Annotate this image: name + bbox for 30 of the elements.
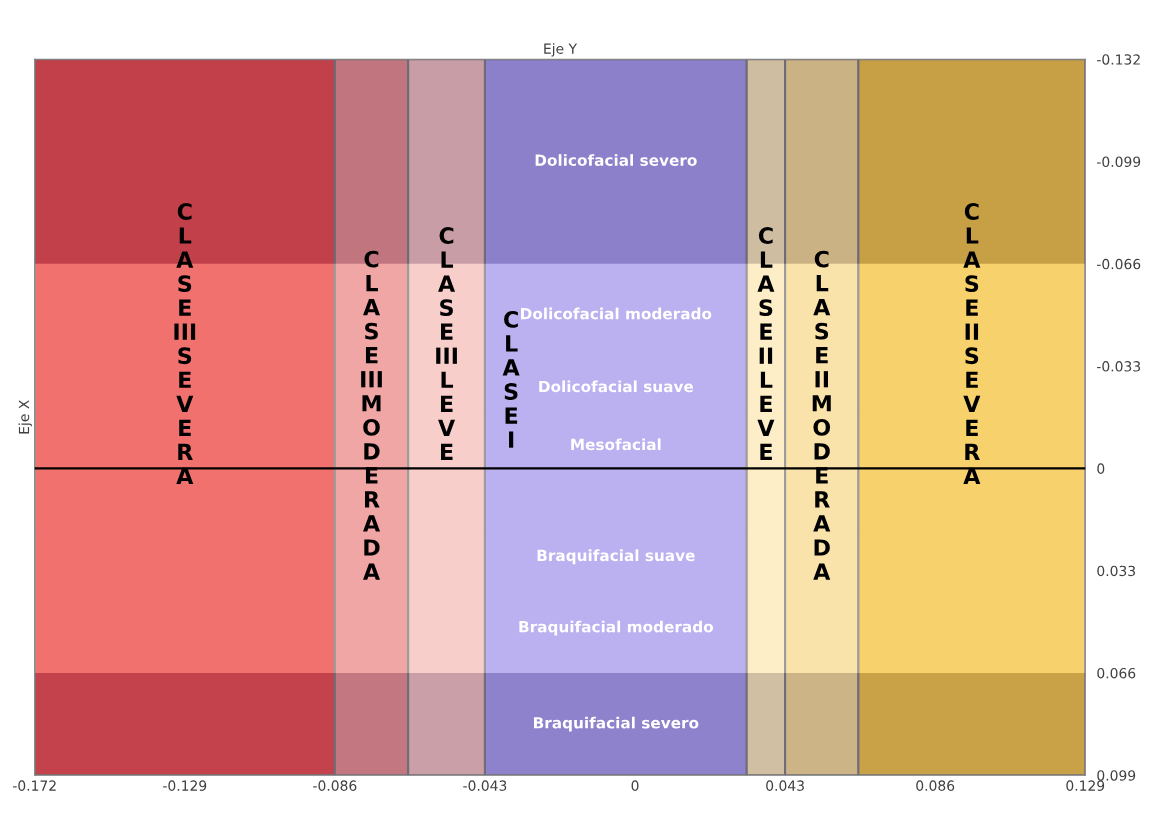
x-tick-label: 0.043	[766, 780, 804, 791]
band-label: Dolicofacial severo	[535, 154, 697, 166]
y-tick-label: 0.066	[1097, 667, 1136, 679]
band-label: Dolicofacial suave	[539, 380, 694, 393]
y-tick-label: 0	[1097, 463, 1105, 474]
band-label: Dolicofacial moderado	[521, 307, 712, 320]
x-tick-label: 0	[631, 780, 639, 791]
text: CLASE II LEVE	[757, 227, 775, 460]
y-tick-label: -0.099	[1097, 156, 1141, 168]
x-tick-label: -0.043	[463, 780, 507, 791]
y-tick-label: 0.099	[1097, 770, 1136, 781]
y-tick-label: -0.132	[1097, 54, 1140, 65]
band-label: Mesofacial	[571, 438, 661, 451]
chart-title: Eje Y	[544, 43, 578, 57]
x-tick-label: -0.129	[163, 780, 207, 791]
text: CLASE II SEVERA	[963, 203, 981, 485]
y-tick-label: 0.033	[1097, 565, 1136, 577]
x-tick-label: 0.129	[1066, 780, 1105, 791]
x-tick-label: -0.172	[13, 780, 56, 791]
band-label: Braquifacial suave	[537, 549, 695, 565]
band-label: CLASE I	[502, 311, 520, 448]
text: CLASE III SEVERA	[174, 203, 196, 485]
text: CLASE III LEVE	[436, 227, 457, 460]
x-tick-label: -0.086	[313, 780, 357, 791]
y-tick-label: -0.033	[1097, 361, 1141, 372]
y-tick-label: -0.066	[1097, 258, 1141, 270]
x-tick-label: 0.086	[916, 780, 955, 791]
band-label: Braquifacial moderado	[519, 620, 713, 636]
y-axis-title: Eje X	[18, 400, 32, 434]
band-label: Braquifacial severo	[534, 716, 699, 732]
